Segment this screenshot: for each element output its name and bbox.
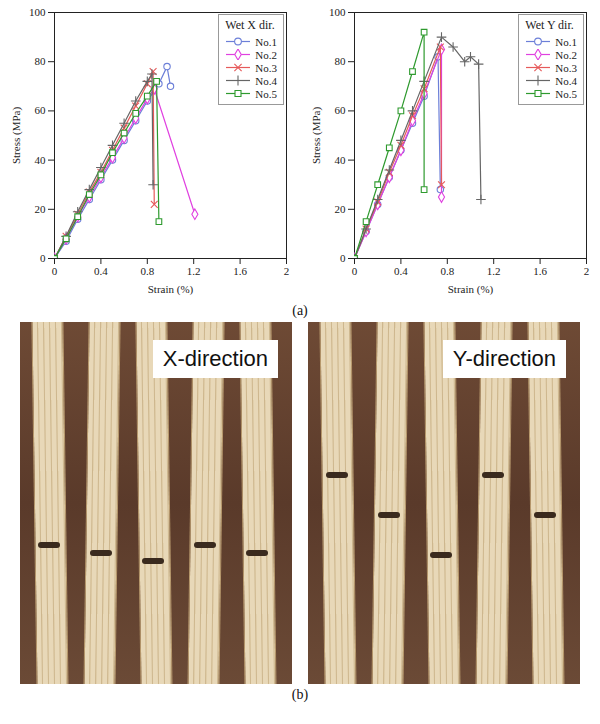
svg-text:100: 100 bbox=[329, 6, 346, 18]
svg-text:20: 20 bbox=[335, 203, 347, 215]
svg-text:100: 100 bbox=[29, 6, 46, 18]
svg-text:0.8: 0.8 bbox=[440, 265, 454, 277]
html-text:Wet Y dir.: Wet Y dir. bbox=[525, 18, 574, 32]
html-text:No.1: No.1 bbox=[255, 35, 277, 48]
svg-text:0: 0 bbox=[340, 252, 346, 264]
html-text:No.2: No.2 bbox=[555, 48, 577, 61]
svg-text:Strain (%): Strain (%) bbox=[448, 283, 494, 296]
svg-text:2: 2 bbox=[584, 265, 590, 277]
html-text:X-direction: X-direction bbox=[162, 346, 268, 371]
svg-text:60: 60 bbox=[35, 104, 47, 116]
svg-text:1.2: 1.2 bbox=[487, 265, 501, 277]
html-text:No.3: No.3 bbox=[555, 61, 577, 74]
svg-text:80: 80 bbox=[335, 55, 347, 67]
html-text:No.2: No.2 bbox=[255, 48, 277, 61]
svg-text:1.6: 1.6 bbox=[233, 265, 247, 277]
html-text:No.5: No.5 bbox=[555, 87, 577, 100]
svg-text:Strain (%): Strain (%) bbox=[148, 283, 194, 296]
html-text:No.4: No.4 bbox=[255, 74, 277, 87]
svg-text:0: 0 bbox=[52, 265, 58, 277]
html-text:No.5: No.5 bbox=[255, 87, 277, 100]
svg-text:Stress (MPa): Stress (MPa) bbox=[310, 107, 323, 164]
html-text:(b): (b) bbox=[291, 687, 309, 702]
svg-text:40: 40 bbox=[335, 154, 347, 166]
svg-text:1.2: 1.2 bbox=[187, 265, 201, 277]
svg-text:2: 2 bbox=[284, 265, 290, 277]
html-text:(a): (a) bbox=[292, 303, 308, 318]
svg-text:20: 20 bbox=[35, 203, 47, 215]
svg-text:0: 0 bbox=[352, 265, 358, 277]
svg-text:0.4: 0.4 bbox=[94, 265, 108, 277]
svg-text:1.6: 1.6 bbox=[533, 265, 547, 277]
html-text:Y-direction: Y-direction bbox=[452, 346, 556, 371]
svg-text:0: 0 bbox=[40, 252, 46, 264]
svg-text:0.8: 0.8 bbox=[140, 265, 154, 277]
svg-text:80: 80 bbox=[35, 55, 47, 67]
svg-text:0.4: 0.4 bbox=[394, 265, 408, 277]
html-text:No.1: No.1 bbox=[555, 35, 577, 48]
svg-text:Stress (MPa): Stress (MPa) bbox=[10, 107, 23, 164]
html-text:No.4: No.4 bbox=[555, 74, 577, 87]
svg-text:60: 60 bbox=[335, 104, 347, 116]
html-text:Wet X dir.: Wet X dir. bbox=[225, 18, 275, 32]
html-text:No.3: No.3 bbox=[255, 61, 277, 74]
svg-text:40: 40 bbox=[35, 154, 47, 166]
